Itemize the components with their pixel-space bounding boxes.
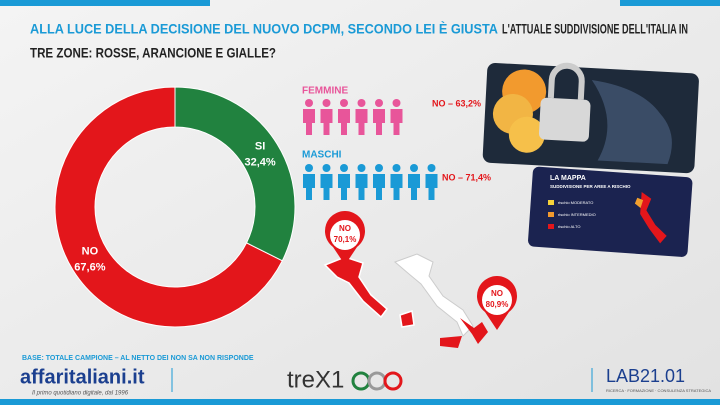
person-icon-head — [392, 99, 401, 107]
person-icon-body — [373, 174, 385, 200]
card-legend: rischio MODERATO rischio INTERMEDIO rischi… — [548, 200, 596, 229]
logo-circles — [351, 371, 403, 391]
female-icons — [303, 99, 403, 135]
person-icon-body — [425, 174, 438, 200]
person-icon-body — [373, 109, 385, 135]
photo — [482, 62, 699, 174]
male-label: MASCHI — [302, 150, 342, 161]
title: L'ATTUALE SUDDIVISIONE DELL'ITALIA IN — [502, 21, 688, 37]
legend-swatch — [548, 224, 554, 229]
donut-chart: SI 32,4% NO 67,6% — [54, 86, 296, 328]
person-icon-body — [320, 174, 333, 200]
top-bar — [0, 0, 210, 6]
italy-map — [394, 253, 474, 337]
person-icon-body — [338, 109, 350, 135]
female-label: FEMMINE — [302, 86, 348, 97]
logo: treX1 — [287, 366, 344, 393]
person-icon-body — [303, 109, 315, 135]
person-icon-head — [357, 99, 366, 107]
person-icon-head — [340, 164, 348, 172]
logo-tagline: Il primo quotidiano digitale, dal 1996 — [32, 391, 129, 397]
title: TRE ZONE: ROSSE, ARANCIONE E GIALLE? — [30, 45, 276, 61]
pin-label: NO — [339, 224, 351, 233]
title-highlight: ALLA LUCE DELLA DECISIONE DEL NUOVO DCPM… — [30, 21, 498, 37]
person-icon-body — [338, 174, 350, 200]
slice-value: 67,6% — [74, 261, 105, 273]
person-icon-head — [357, 164, 366, 172]
person-icon-head — [305, 99, 313, 107]
donut-slice — [54, 86, 283, 328]
legend-swatch — [548, 200, 554, 205]
slice-category: NO — [82, 245, 99, 257]
person-icon-body — [390, 174, 403, 200]
logo-tagline: RICERCA · FORMAZIONE · CONSULENZA STRATE… — [606, 388, 711, 393]
italy-map — [323, 256, 415, 328]
base-note: BASE: TOTALE CAMPIONE – AL NETTO DEI NON… — [22, 355, 254, 362]
person-icon-head — [375, 99, 383, 107]
pin-value: 80,9% — [486, 300, 509, 309]
person-icon-body — [355, 174, 368, 200]
person-icon-head — [375, 164, 383, 172]
legend-swatch — [548, 212, 554, 217]
map-pin — [477, 276, 518, 330]
bottom-bar — [0, 399, 720, 405]
person-icon-head — [322, 164, 331, 172]
logo: LAB21.01 — [606, 366, 685, 386]
donut-slice — [174, 86, 296, 262]
top-bar — [620, 0, 720, 6]
person-icon-head — [305, 164, 313, 172]
person-icon-body — [320, 109, 333, 135]
female-result: NO – 63,2% — [432, 98, 481, 108]
male-icons — [303, 164, 438, 200]
person-icon-body — [303, 174, 315, 200]
person-icon-body — [390, 109, 403, 135]
map-pin — [325, 211, 365, 265]
card-subtitle: SUDDIVISIONE PER AREE A RISCHIO — [550, 184, 631, 189]
person-icon-head — [392, 164, 401, 172]
person-icon-body — [355, 109, 368, 135]
person-icon-body — [408, 174, 420, 200]
slice-value: 32,4% — [244, 156, 275, 168]
pin-value: 70,1% — [334, 235, 357, 244]
legend-label: rischio INTERMEDIO — [558, 212, 596, 217]
pin-label: NO — [491, 289, 503, 298]
person-icon-head — [427, 164, 436, 172]
logo: affaritaliani.it — [20, 366, 145, 388]
card-title: LA MAPPA — [550, 175, 586, 182]
male-result: NO – 71,4% — [442, 172, 491, 182]
legend-label: rischio ALTO — [558, 224, 581, 229]
italy-south — [440, 318, 488, 348]
slice-category: SI — [255, 140, 265, 152]
map-card — [528, 166, 693, 257]
person-icon-head — [410, 164, 418, 172]
person-icon-head — [340, 99, 348, 107]
person-icon-head — [322, 99, 331, 107]
legend-label: rischio MODERATO — [558, 200, 593, 205]
